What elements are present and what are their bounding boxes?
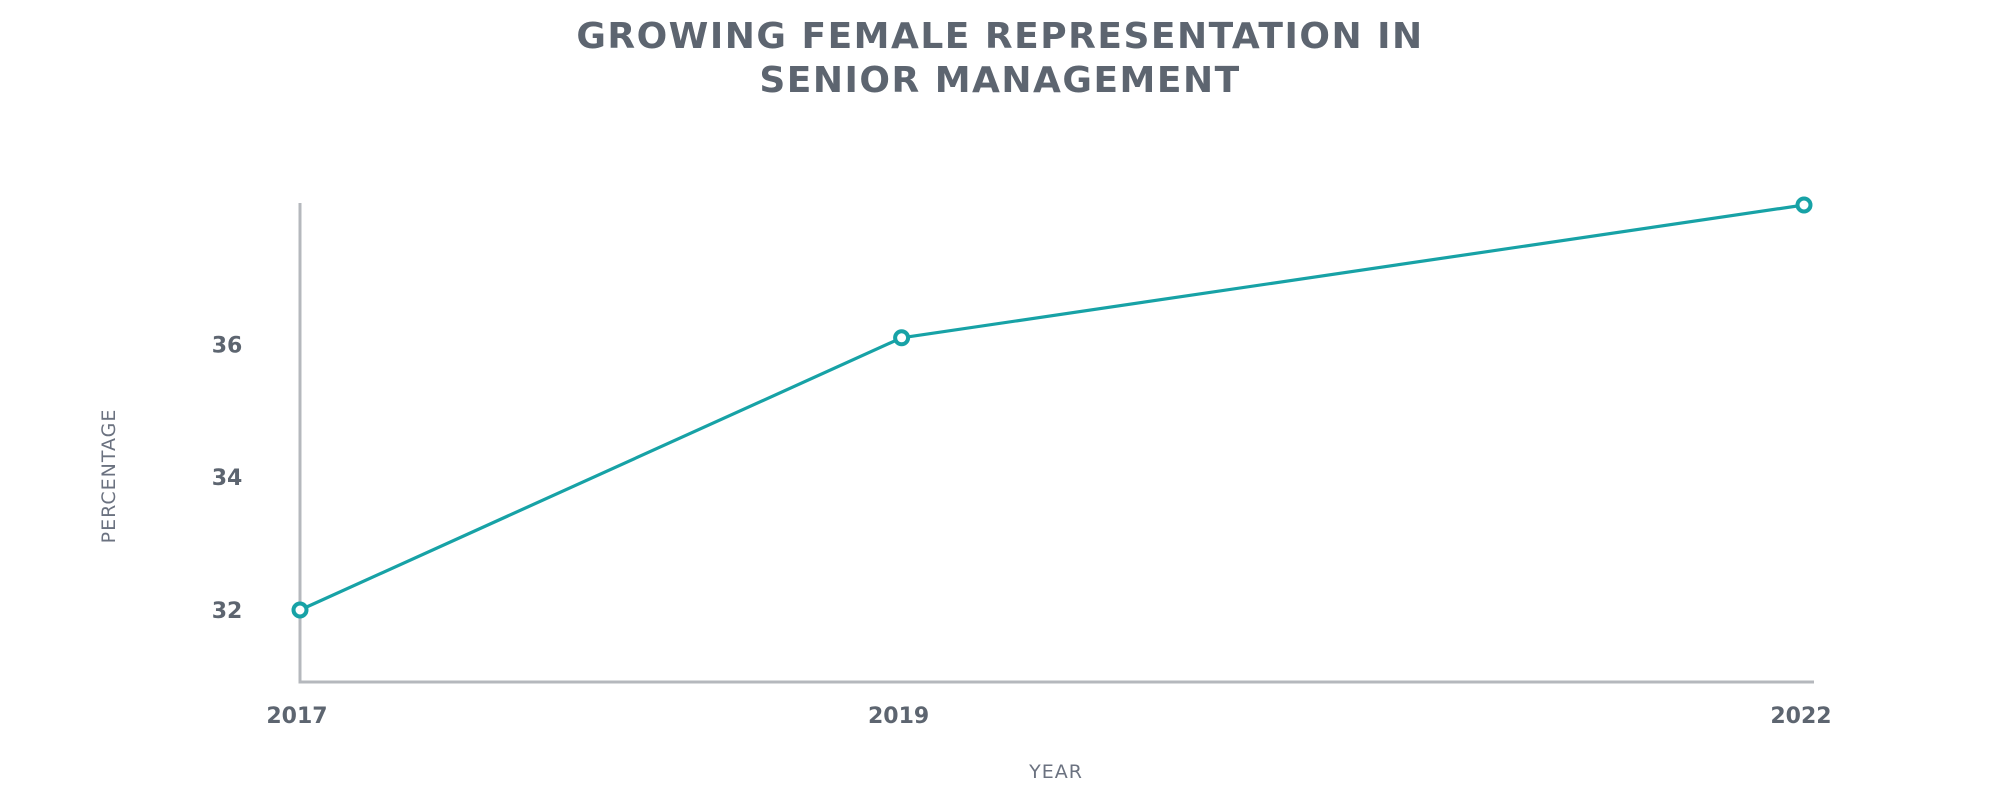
- chart-title: GROWING FEMALE REPRESENTATION IN SENIOR …: [576, 16, 1423, 101]
- x-tick-label: 2017: [266, 704, 327, 729]
- data-point: [291, 601, 309, 619]
- y-axis-label: PERCENTAGE: [98, 409, 120, 544]
- y-tick-label: 32: [212, 599, 243, 624]
- x-axis-label: YEAR: [1028, 761, 1083, 783]
- x-tick-labels: 2017 2019 2022: [266, 704, 1831, 729]
- y-tick-label: 36: [212, 333, 243, 358]
- data-point: [1795, 196, 1813, 214]
- y-tick-label: 34: [212, 466, 243, 491]
- series-layer: [291, 196, 1813, 619]
- series-line: [298, 203, 1806, 612]
- x-tick-label: 2019: [868, 704, 929, 729]
- chart-title-line-2: SENIOR MANAGEMENT: [759, 60, 1240, 101]
- x-tick-label: 2022: [1770, 704, 1831, 729]
- chart-title-line-1: GROWING FEMALE REPRESENTATION IN: [576, 16, 1423, 57]
- data-point: [893, 329, 911, 347]
- y-tick-labels: 32 34 36: [212, 333, 243, 624]
